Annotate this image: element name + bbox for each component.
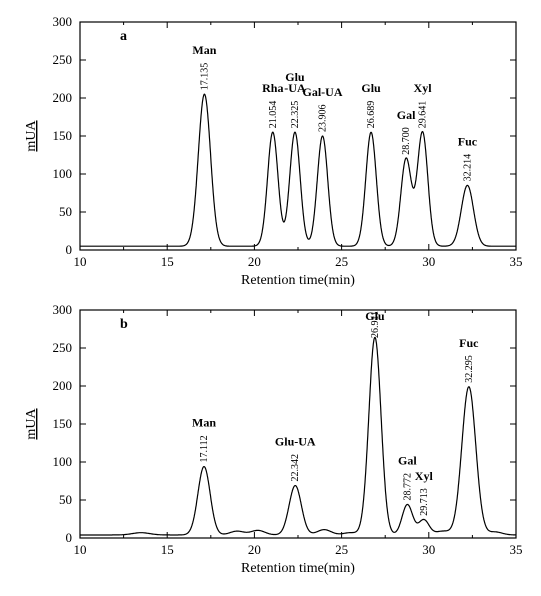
svg-text:50: 50: [59, 492, 72, 507]
svg-text:Glu: Glu: [361, 81, 381, 95]
svg-text:28.700: 28.700: [401, 127, 412, 155]
svg-text:250: 250: [53, 340, 73, 355]
svg-text:Fuc: Fuc: [458, 134, 478, 148]
svg-text:Glu: Glu: [365, 309, 385, 323]
svg-text:22.325: 22.325: [290, 101, 301, 129]
chart-panel-a: 10 15 20 25 30 35 0 50 100 150 200 250 300 Retention …: [10, 10, 531, 290]
svg-text:32.214: 32.214: [462, 154, 473, 182]
svg-text:35: 35: [510, 254, 523, 269]
svg-text:35: 35: [510, 542, 523, 557]
svg-text:mUA: mUA: [24, 408, 39, 440]
svg-text:Glu-UA: Glu-UA: [275, 435, 316, 449]
svg-text:b: b: [120, 317, 128, 332]
svg-text:mUA: mUA: [24, 120, 39, 152]
svg-text:200: 200: [53, 378, 73, 393]
svg-text:26.689: 26.689: [366, 101, 377, 129]
svg-text:Gal-UA: Gal-UA: [303, 85, 343, 99]
chromatogram-b: 10 15 20 25 30 35 0 50 100 150 200 250 300 Retention …: [10, 298, 531, 578]
svg-text:30: 30: [422, 254, 435, 269]
svg-text:29.641: 29.641: [418, 101, 429, 129]
svg-text:22.342: 22.342: [290, 454, 301, 482]
svg-text:15: 15: [161, 254, 174, 269]
svg-text:Man: Man: [192, 43, 216, 57]
svg-text:0: 0: [66, 242, 73, 257]
svg-text:30: 30: [422, 542, 435, 557]
svg-text:20: 20: [248, 542, 261, 557]
svg-text:250: 250: [53, 52, 73, 67]
svg-text:29.713: 29.713: [419, 488, 430, 516]
svg-text:23.906: 23.906: [318, 105, 329, 133]
svg-text:21.054: 21.054: [268, 101, 279, 129]
svg-text:Man: Man: [192, 416, 216, 430]
svg-text:Gal: Gal: [397, 108, 416, 122]
svg-text:Gal: Gal: [398, 454, 417, 468]
svg-text:25: 25: [335, 254, 348, 269]
svg-text:200: 200: [53, 90, 73, 105]
svg-text:100: 100: [53, 166, 73, 181]
svg-text:17.112: 17.112: [199, 435, 210, 462]
svg-text:a: a: [120, 29, 127, 44]
svg-text:Xyl: Xyl: [415, 469, 434, 483]
chart-panel-b: 10 15 20 25 30 35 0 50 100 150 200 250 300 Retention …: [10, 298, 531, 578]
svg-text:Fuc: Fuc: [459, 336, 479, 350]
svg-text:Retention time(min): Retention time(min): [241, 561, 355, 576]
svg-text:25: 25: [335, 542, 348, 557]
svg-text:50: 50: [59, 204, 72, 219]
chromatogram-a: 10 15 20 25 30 35 0 50 100 150 200 250 300 Retention …: [10, 10, 531, 290]
svg-text:10: 10: [74, 542, 87, 557]
svg-text:15: 15: [161, 542, 174, 557]
svg-text:300: 300: [53, 14, 73, 29]
svg-text:Retention time(min): Retention time(min): [241, 273, 355, 288]
svg-text:Xyl: Xyl: [414, 81, 433, 95]
svg-text:150: 150: [53, 416, 73, 431]
svg-text:Rha: Rha: [262, 81, 283, 95]
svg-text:28.772: 28.772: [402, 473, 413, 501]
svg-text:10: 10: [74, 254, 87, 269]
svg-text:300: 300: [53, 302, 73, 317]
svg-text:32.295: 32.295: [464, 355, 475, 383]
svg-text:17.135: 17.135: [199, 63, 210, 91]
svg-text:150: 150: [53, 128, 73, 143]
svg-text:0: 0: [66, 530, 73, 545]
svg-text:100: 100: [53, 454, 73, 469]
svg-text:20: 20: [248, 254, 261, 269]
